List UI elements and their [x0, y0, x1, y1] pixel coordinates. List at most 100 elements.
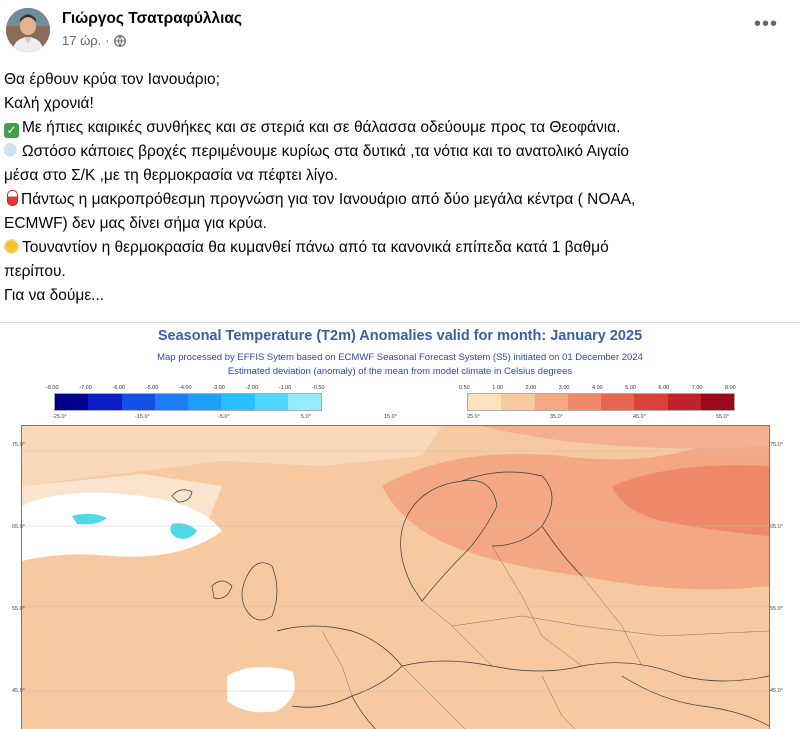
post-text-content: ECMWF) δεν μας δίνει σήμα για κρύα.	[4, 215, 267, 232]
scale-tick-label: -1.00	[278, 385, 292, 391]
post-time[interactable]: 17 ώρ.	[62, 33, 102, 48]
map-title: Seasonal Temperature (T2m) Anomalies val…	[157, 328, 643, 344]
post-text-line: μέσα στο Σ/Κ ,με τη θερμοκρασία να πέφτε…	[4, 164, 794, 188]
scale-tick-label: -2.00	[245, 385, 259, 391]
longitude-tick-label: -15.0°	[135, 414, 150, 420]
positive-color-scale	[467, 393, 735, 411]
scale-tick-label: -4.00	[179, 385, 192, 391]
post-text-line: Ωστόσο κάποιες βροχές περιμένουμε κυρίως…	[4, 140, 794, 164]
latitude-tick-label: 55.0°	[12, 606, 25, 612]
thermometer-icon	[7, 190, 18, 206]
negative-scale-swatch	[221, 394, 255, 410]
negative-scale-swatch	[55, 394, 89, 410]
latitude-tick-label: 75.0°	[770, 442, 783, 448]
anomaly-map	[21, 425, 770, 729]
positive-scale-swatch	[667, 394, 701, 410]
negative-scale-swatch	[287, 394, 321, 410]
post-meta: 17 ώρ. ·	[62, 33, 126, 48]
positive-scale-swatch	[634, 394, 668, 410]
scale-tick-label: 7.00	[691, 385, 703, 391]
negative-scale-swatch	[154, 394, 188, 410]
positive-scale-swatch	[700, 394, 734, 410]
cold-patch-2	[170, 523, 197, 539]
scale-tick-label: -6.00	[112, 385, 126, 391]
scale-tick-label: 8.00	[725, 385, 736, 391]
positive-scale-swatch	[468, 394, 502, 410]
post-text-content: Για να δούμε...	[4, 287, 105, 304]
post-image[interactable]: Seasonal Temperature (T2m) Anomalies val…	[12, 324, 788, 729]
post-text-line: Θα έρθουν κρύα τον Ιανουάριο;	[4, 68, 794, 92]
longitude-tick-label: -5.0°	[218, 414, 230, 420]
neutral-area-france	[227, 667, 295, 713]
more-options-button[interactable]: •••	[753, 13, 778, 35]
latitude-tick-label: 65.0°	[12, 524, 25, 530]
post-text-content: περίπου.	[4, 263, 66, 280]
warm-area-arctic	[482, 426, 769, 449]
post-header: Γιώργος Τσατραφύλλιας 17 ώρ. · •••	[0, 0, 800, 60]
scale-tick-label: -3.00	[212, 385, 225, 391]
scale-tick-label: 2.00	[525, 385, 537, 391]
negative-scale-swatch	[188, 394, 222, 410]
longitude-tick-label: 15.0°	[384, 414, 397, 420]
europe-map	[22, 426, 769, 729]
map-subtitle-2: Estimated deviation (anomaly) of the mea…	[227, 366, 573, 377]
post-text: Θα έρθουν κρύα τον Ιανουάριο; Καλή χρονιά…	[4, 68, 794, 308]
longitude-tick-label: 5.0°	[301, 414, 311, 420]
longitude-tick-label: 45.0°	[633, 414, 646, 420]
negative-scale-swatch	[254, 394, 288, 410]
scale-tick-label: 3.00	[558, 385, 570, 391]
borders	[321, 545, 769, 729]
post-text-content: Θα έρθουν κρύα τον Ιανουάριο;	[4, 71, 220, 88]
post-text-content: Τουναντίον η θερμοκρασία θα κυμανθεί πάν…	[22, 239, 609, 256]
post-text-line: περίπου.	[4, 260, 794, 284]
avatar[interactable]	[6, 8, 50, 52]
warmer-area-russia	[612, 465, 769, 536]
post-text-content: Καλή χρονιά!	[4, 95, 94, 112]
post-text-line: Καλή χρονιά!	[4, 92, 794, 116]
scale-tick-label: -5.00	[145, 385, 159, 391]
sun-icon	[4, 239, 19, 254]
positive-scale-swatch	[601, 394, 635, 410]
positive-scale-swatch	[534, 394, 568, 410]
post-text-line: Τουναντίον η θερμοκρασία θα κυμανθεί πάν…	[4, 236, 794, 260]
scale-tick-label: 5.00	[625, 385, 636, 391]
scale-tick-label: -7.00	[79, 385, 92, 391]
scale-tick-label: 1.00	[492, 385, 503, 391]
longitude-tick-label: 35.0°	[550, 414, 563, 420]
scale-tick-label: 0.50	[459, 385, 470, 391]
scale-tick-label: -0.50	[312, 385, 325, 391]
author-name[interactable]: Γιώργος Τσατραφύλλιας	[62, 10, 242, 27]
rain-cloud-icon	[4, 143, 19, 158]
negative-scale-swatch	[121, 394, 155, 410]
graticule	[22, 450, 769, 692]
coastlines	[171, 471, 769, 729]
post-text-line: ECMWF) δεν μας δίνει σήμα για κρύα.	[4, 212, 794, 236]
meta-separator: ·	[105, 33, 110, 48]
globe-icon	[113, 34, 126, 47]
post-text-content: Πάντως η μακροπρόθεσμη προγνώση για τον …	[21, 191, 636, 208]
divider	[0, 322, 800, 323]
negative-scale-swatch	[88, 394, 122, 410]
scale-tick-label: 4.00	[592, 385, 603, 391]
scale-tick-label: 6.00	[658, 385, 670, 391]
latitude-tick-label: 45.0°	[12, 688, 25, 694]
longitude-tick-label: -25.0°	[52, 414, 67, 420]
map-subtitle: Map processed by EFFIS Sytem based on EC…	[157, 352, 643, 363]
longitude-tick-label: 25.0°	[467, 414, 480, 420]
check-mark-icon: ✓	[4, 123, 19, 138]
latitude-tick-label: 55.0°	[770, 606, 783, 612]
north-atlantic-area	[22, 426, 442, 486]
latitude-tick-label: 65.0°	[770, 524, 783, 530]
latitude-tick-label: 75.0°	[12, 442, 25, 448]
post-text-content: Ωστόσο κάποιες βροχές περιμένουμε κυρίως…	[22, 143, 630, 160]
post-text-line: Για να δούμε...	[4, 284, 794, 308]
post-text-line: Πάντως η μακροπρόθεσμη προγνώση για τον …	[4, 188, 794, 212]
latitude-tick-label: 45.0°	[770, 688, 783, 694]
scale-tick-label: -8.00	[46, 385, 59, 391]
positive-scale-swatch	[501, 394, 535, 410]
longitude-tick-label: 55.0°	[716, 414, 729, 420]
post-text-line: ✓ Με ήπιες καιρικές συνθήκες και σε στερι…	[4, 116, 794, 140]
positive-scale-swatch	[567, 394, 601, 410]
negative-color-scale	[54, 393, 322, 411]
